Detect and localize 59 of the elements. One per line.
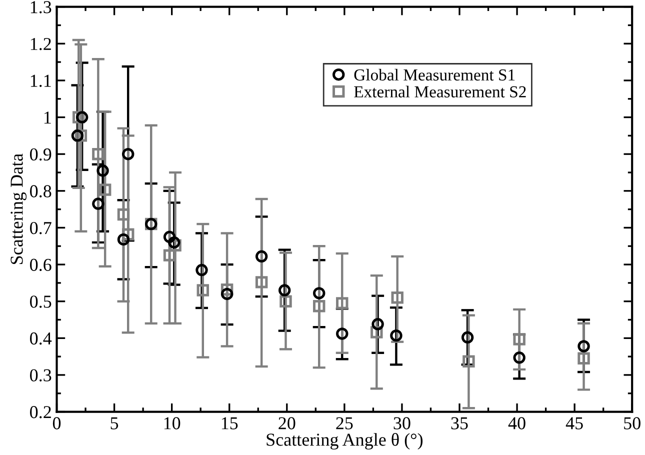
point bbox=[255, 250, 268, 263]
point bbox=[313, 300, 326, 312]
point bbox=[578, 352, 590, 365]
point bbox=[255, 276, 268, 288]
point bbox=[336, 297, 348, 310]
point bbox=[513, 333, 526, 346]
x-tick-label: 20 bbox=[278, 417, 296, 430]
point bbox=[280, 295, 292, 308]
point bbox=[513, 352, 526, 364]
point bbox=[122, 148, 134, 160]
x-tick-label: 5 bbox=[110, 417, 118, 430]
point bbox=[98, 184, 112, 196]
y-tick-label: 1.3 bbox=[30, 1, 52, 14]
point bbox=[391, 292, 404, 304]
point bbox=[462, 355, 475, 368]
point bbox=[92, 148, 104, 160]
point bbox=[117, 233, 130, 246]
x-tick-label: 10 bbox=[164, 417, 180, 430]
x-tick-label: 50 bbox=[624, 417, 640, 430]
y-tick-label: 0.7 bbox=[30, 222, 52, 234]
point bbox=[220, 288, 234, 300]
y-tick-label: 0.2 bbox=[30, 406, 51, 418]
y-tick-label: 1.1 bbox=[30, 74, 51, 87]
x-tick-label: 45 bbox=[566, 417, 583, 430]
y-tick-label: 0.4 bbox=[30, 332, 52, 345]
x-tick-label: 35 bbox=[451, 417, 468, 430]
point bbox=[372, 318, 384, 330]
y-tick-label: 1 bbox=[44, 112, 51, 124]
y-tick-label: 0.8 bbox=[30, 185, 52, 198]
x-tick-label: 0 bbox=[52, 417, 61, 430]
point bbox=[336, 328, 348, 340]
point bbox=[168, 236, 180, 249]
point bbox=[461, 331, 474, 344]
point bbox=[71, 130, 84, 142]
y-tick-label: 0.6 bbox=[30, 258, 52, 272]
point bbox=[96, 164, 109, 177]
x-tick-label: 30 bbox=[394, 417, 410, 430]
y-tick-label: 0.5 bbox=[30, 296, 52, 308]
legend-label: External Measurement S2 bbox=[354, 86, 526, 98]
point bbox=[163, 249, 176, 262]
point bbox=[578, 340, 590, 352]
point bbox=[76, 111, 88, 124]
x-tick-label: 40 bbox=[508, 417, 526, 430]
point bbox=[117, 208, 130, 221]
point bbox=[313, 287, 326, 300]
point bbox=[196, 284, 210, 296]
point bbox=[196, 264, 208, 276]
point bbox=[278, 284, 291, 296]
x-tick-label: 15 bbox=[222, 417, 238, 430]
y-axis-title: Scattering Data bbox=[10, 154, 27, 264]
y-tick-label: 0.3 bbox=[30, 369, 52, 382]
y-tick-label: 1.2 bbox=[30, 38, 51, 50]
point bbox=[163, 230, 176, 244]
point bbox=[390, 329, 402, 342]
y-tick-label: 0.9 bbox=[30, 148, 52, 161]
x-axis-title: Scattering Angle θ (°) bbox=[266, 433, 423, 450]
legend-label: Global Measurement S1 bbox=[354, 68, 515, 81]
point bbox=[92, 198, 104, 210]
x-tick-label: 25 bbox=[336, 417, 353, 430]
